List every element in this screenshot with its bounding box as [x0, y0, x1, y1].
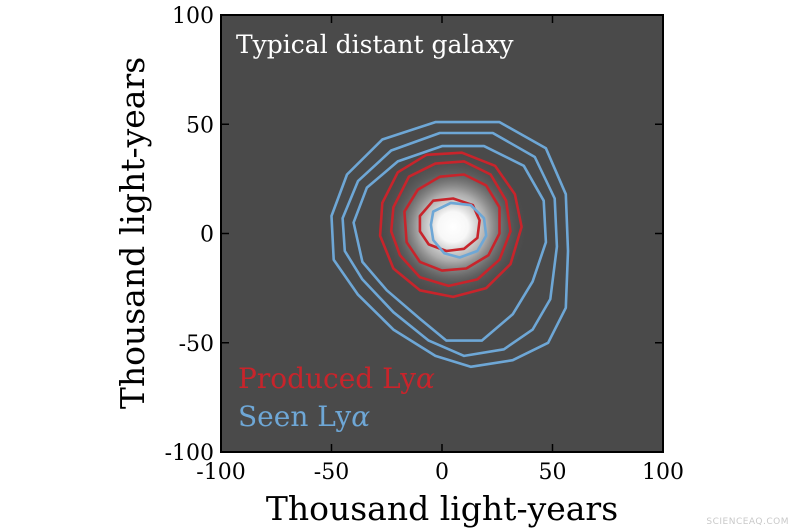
- y-tick-label: 100: [172, 4, 214, 29]
- x-axis-label: Thousand light-years: [266, 489, 618, 528]
- produced-lya-contour-2: [403, 173, 501, 272]
- alpha-symbol: α: [351, 400, 370, 433]
- seen-lya-contour-1: [429, 201, 488, 259]
- y-tick-label: -100: [165, 441, 214, 466]
- ticks-layer: -100 -50 0 50 100 -100 -50 0 50 100: [165, 4, 684, 485]
- x-tick-label: 0: [435, 460, 449, 485]
- y-tick-label: 0: [200, 223, 214, 248]
- produced-lya-contour-3: [389, 160, 512, 288]
- legend-item-produced-lya: Produced Lyα: [238, 362, 435, 395]
- seen-lya-contour-4: [330, 120, 570, 369]
- galaxy-core: [377, 150, 530, 303]
- legend-item-seen-lya: Seen Lyα: [238, 400, 370, 433]
- x-tick-label: 50: [539, 460, 567, 485]
- x-tick-label: 100: [642, 460, 684, 485]
- seen-lya-contour-2: [352, 144, 548, 342]
- legend-label-produced: Produced Ly: [238, 362, 416, 395]
- seen-lya-contour-3: [341, 131, 559, 358]
- produced-lya-contour-4: [378, 151, 523, 299]
- y-axis-label: Thousand light-years: [113, 57, 152, 409]
- legend-label-seen: Seen Ly: [238, 400, 351, 433]
- x-tick-label: -100: [196, 460, 245, 485]
- contours-layer: [330, 120, 570, 369]
- watermark: SCIENCEAQ.COM: [706, 517, 789, 527]
- alpha-symbol: α: [416, 362, 435, 395]
- x-tick-label: -50: [314, 460, 349, 485]
- y-tick-label: 50: [186, 113, 214, 138]
- y-tick-label: -50: [179, 332, 214, 357]
- chart-title: Typical distant galaxy: [236, 30, 514, 59]
- produced-lya-contour-1: [418, 197, 481, 253]
